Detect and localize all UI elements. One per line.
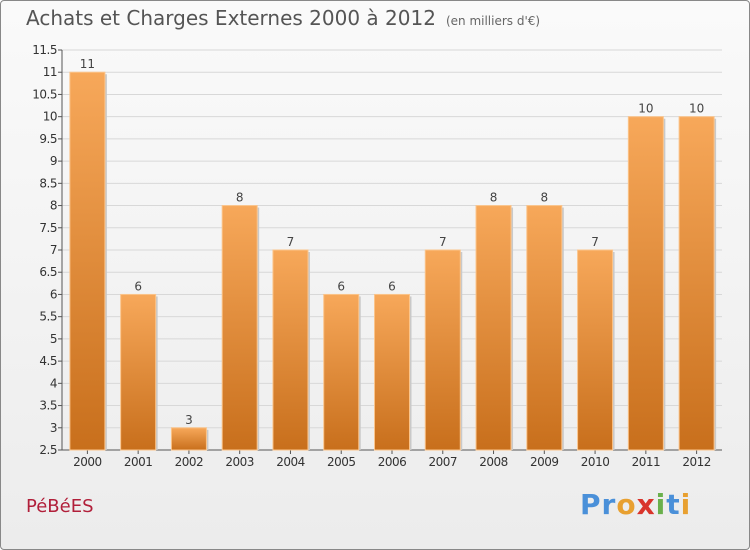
data-label: 3 [185,413,193,427]
logo-letter: t [666,488,681,521]
bar-2002 [170,427,207,451]
y-tick-label: 2.5 [39,443,57,457]
y-tick-label: 4.5 [39,354,57,368]
x-tick-label: 2003 [225,455,254,469]
chart-title-text: Achats et Charges Externes 2000 à 2012 [26,6,436,30]
x-tick-label: 2005 [327,455,356,469]
x-tick-label: 2007 [428,455,457,469]
data-label: 8 [540,191,548,205]
data-label: 8 [236,191,244,205]
y-tick-label: 7.5 [39,221,57,235]
logo-letter: i [655,488,667,521]
data-label: 7 [439,235,447,249]
y-tick-label: 9.5 [39,132,57,146]
y-tick-label: 4 [50,376,57,390]
x-tick-label: 2000 [73,455,102,469]
bar-2003 [221,205,258,451]
data-label: 6 [388,279,396,293]
x-tick-label: 2002 [175,455,204,469]
y-tick-label: 8 [50,199,57,213]
logo-letter: i [680,488,692,521]
bar-2000 [69,71,106,451]
chart-subtitle: (en milliers d'€) [445,14,541,28]
x-tick-label: 2012 [682,455,711,469]
bar-layer [69,71,717,451]
proxiti-logo: Proxiti [580,488,691,521]
logo-letter: o [616,488,637,521]
y-tick-label: 11 [43,65,57,79]
bar-2006 [374,293,410,451]
bar-2007 [424,249,461,451]
bar-2012 [678,116,715,451]
logo-letter: x [636,488,656,521]
y-tick-label: 6.5 [39,265,57,279]
y-tick-label: 10 [43,110,57,124]
bar-2001 [120,293,157,451]
bar-2008 [475,205,512,451]
y-tick-label: 8.5 [39,176,57,190]
y-tick-label: 7 [50,243,57,257]
y-tick-label: 11.5 [32,43,57,57]
x-tick-label: 2004 [276,455,305,469]
y-tick-label: 10.5 [32,87,57,101]
bar-2011 [627,116,664,451]
commune-name: PéBéES [26,496,94,517]
bar-2004 [272,249,309,451]
logo-letter: P [580,488,602,521]
data-label: 7 [287,235,295,249]
bar-2009 [526,205,563,451]
y-tick-label: 6 [50,287,57,301]
x-tick-label: 2011 [632,455,661,469]
chart-title: Achats et Charges Externes 2000 à 2012 (e… [26,6,540,30]
y-tick-label: 9 [50,154,57,168]
bar-2010 [577,249,614,451]
x-tick-label: 2006 [378,455,407,469]
data-label: 11 [80,57,95,71]
data-label: 8 [490,191,498,205]
x-tick-label: 2008 [479,455,508,469]
y-tick-label: 3 [50,421,57,435]
data-label: 6 [337,279,345,293]
x-tick-label: 2001 [124,455,153,469]
label-layer: 11 6 3 8 7 6 6 7 8 8 7 10 10 [80,57,705,427]
data-label: 10 [689,102,704,116]
y-tick-label: 5.5 [39,310,57,324]
bar-2005 [323,293,360,451]
data-label: 6 [134,279,142,293]
data-label: 10 [638,102,653,116]
x-tick-label: 2010 [581,455,610,469]
x-tick-label: 2009 [530,455,559,469]
y-tick-label: 3.5 [39,399,57,413]
y-tick-label: 5 [50,332,57,346]
logo-letter: r [601,488,617,521]
data-label: 7 [591,235,599,249]
